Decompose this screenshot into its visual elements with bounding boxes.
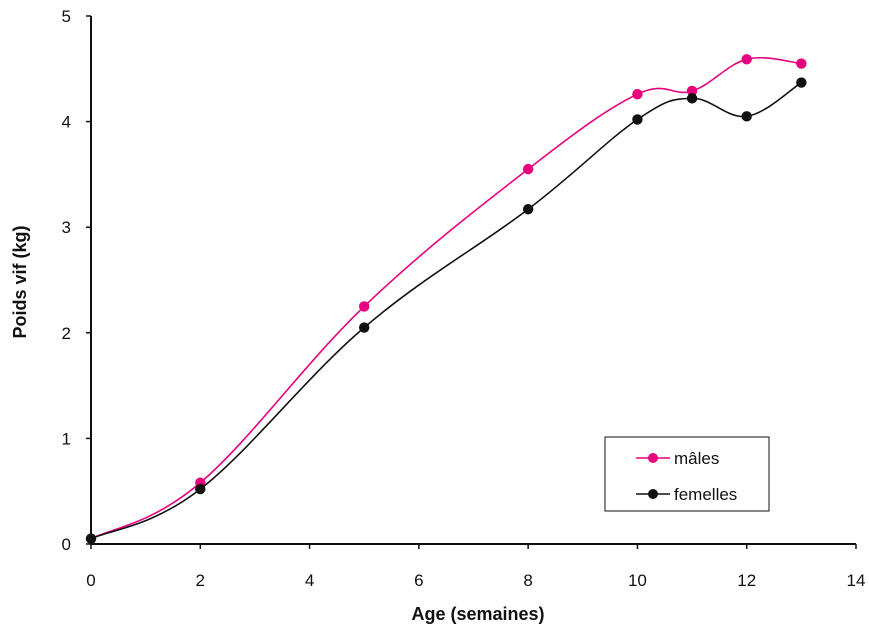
data-point-femelles [359,322,370,333]
legend-box [604,436,770,512]
data-point-femelles [686,93,698,104]
x-tick-label: 2 [196,571,205,590]
legend-label-femelles: femelles [674,485,737,504]
data-point-femelles [522,204,534,215]
axes [86,15,857,549]
data-point-femelles [195,483,206,495]
y-tick-label: 5 [62,7,71,26]
legend-label-males: mâles [674,449,719,468]
x-tick-label: 12 [737,571,756,590]
x-tick-label: 14 [847,571,866,590]
data-point-males [796,58,807,69]
y-tick-label: 1 [62,429,71,448]
series-line-males [90,56,802,540]
data-point-males [686,85,698,97]
data-point-femelles [85,533,97,544]
data-point-femelles [796,77,807,88]
x-tick-label: 4 [305,571,314,590]
data-point-femelles [632,114,643,125]
legend-marker-femelles [648,489,658,499]
x-tick-label: 0 [86,571,95,590]
x-tick-label: 6 [414,571,423,590]
y-tick-label: 0 [62,535,71,554]
data-point-males [522,163,534,175]
series-line-femelles [90,81,802,540]
data-point-femelles [741,111,752,122]
y-tick-label: 4 [62,113,71,132]
y-axis-title: Poids vif (kg) [10,225,30,338]
y-tick-label: 2 [62,324,71,343]
data-point-males [359,301,370,312]
x-axis-title: Age (semaines) [411,604,544,624]
legend-marker-males [648,453,658,463]
series-layer [85,54,807,544]
x-tick-label: 10 [628,571,647,590]
legend: mâles femelles [604,436,770,512]
x-tick-label: 8 [523,571,532,590]
data-point-males [741,54,752,65]
data-point-males [632,88,643,100]
y-tick-label: 3 [62,218,71,237]
